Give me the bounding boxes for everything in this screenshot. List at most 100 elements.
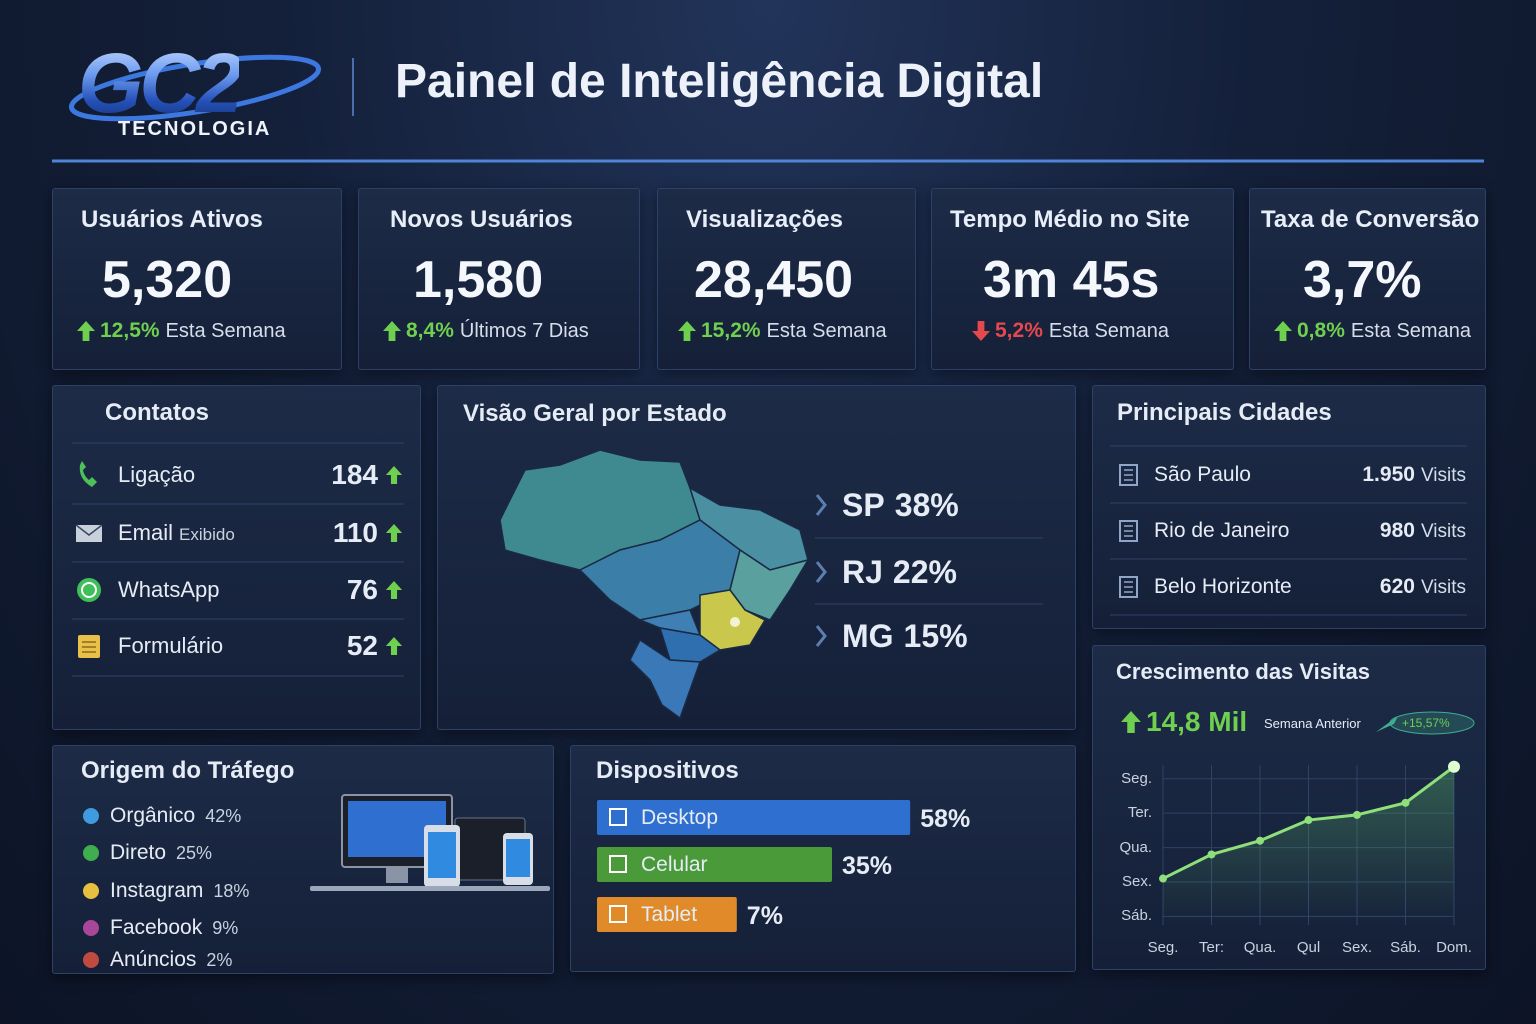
device-shape <box>506 839 530 877</box>
traffic-share: 18% <box>213 881 250 902</box>
y-tick-label: Sáb. <box>1121 907 1152 925</box>
growth-comparison: Semana Anterior <box>1264 716 1361 732</box>
line-area <box>1163 766 1454 925</box>
building-icon <box>1119 576 1138 598</box>
kpi-change: 12,5% Esta Semana <box>100 318 286 344</box>
whatsapp-inner <box>81 582 97 598</box>
device-shape <box>386 867 408 883</box>
kpi-change-value: 5,2% <box>995 319 1043 343</box>
city-visits: 620 Visits <box>1200 574 1466 600</box>
building-windows <box>1124 525 1133 537</box>
traffic-share: 42% <box>205 806 242 827</box>
bar-name: Tablet <box>641 903 698 927</box>
contact-value: 184 <box>331 459 378 491</box>
y-tick-label: Ter. <box>1127 804 1152 822</box>
y-tick-label: Qua. <box>1119 838 1152 856</box>
line-point <box>1304 816 1313 825</box>
kpi-card <box>52 188 342 370</box>
trend-arrow <box>1121 711 1141 733</box>
logo-swoosh <box>68 54 322 122</box>
state-share: 15% <box>903 617 968 654</box>
building-windows <box>1124 581 1133 593</box>
contact-label-row: Email Exibido <box>118 520 235 548</box>
trend-arrow <box>385 637 403 655</box>
badge-arrow <box>1376 716 1398 732</box>
kpi-card <box>358 188 640 370</box>
kpi-change-value: 8,4% <box>406 319 454 343</box>
contact-value: 76 <box>346 574 378 606</box>
bar <box>597 800 911 835</box>
traffic-row: Orgânico 42% <box>110 803 241 829</box>
line-point <box>1448 760 1460 773</box>
city-name: Rio de Janeiro <box>1154 519 1290 543</box>
state-share: 38% <box>894 486 959 523</box>
legend-dot <box>83 920 99 936</box>
state-code: SP <box>842 486 885 523</box>
traffic-row: Direto 25% <box>110 840 212 866</box>
trend-arrow <box>678 321 696 341</box>
kpi-label: Taxa de Conversão <box>1261 205 1480 233</box>
badge <box>1389 711 1475 735</box>
state-row: MG 15% <box>842 617 968 655</box>
city-visits: 1.950 Visits <box>1200 462 1466 488</box>
legend-dot <box>83 808 99 824</box>
contact-note: Exibido <box>179 524 235 544</box>
device-icon <box>609 855 627 873</box>
city-visit-unit: Visits <box>1420 521 1466 543</box>
phone-icon <box>79 461 97 487</box>
city-name: Belo Horizonte <box>1154 575 1292 599</box>
bar-value: 35% <box>842 852 893 880</box>
city-visit-count: 980 <box>1379 519 1415 543</box>
trend-arrow <box>385 524 403 542</box>
building-windows <box>1124 469 1133 481</box>
city-visits: 980 Visits <box>1200 518 1466 544</box>
legend-dot <box>83 883 99 899</box>
whatsapp-icon <box>77 578 101 602</box>
panel-title: Crescimento das Visitas <box>1116 658 1370 684</box>
trend-arrow <box>383 321 401 341</box>
traffic-row: Instagram 18% <box>110 878 249 904</box>
kpi-card <box>657 188 916 370</box>
kpi-change: 8,4% Últimos 7 Dias <box>406 318 589 344</box>
kpi-period: Esta Semana <box>766 320 887 343</box>
kpi-label: Tempo Médio no Site <box>950 205 1190 233</box>
kpi-label: Visualizações <box>686 205 843 233</box>
traffic-share: 9% <box>212 918 239 939</box>
device-icon <box>609 808 627 826</box>
brazil-map <box>499 449 810 720</box>
line-point <box>1207 850 1216 859</box>
bar <box>597 847 832 882</box>
devices-illustration <box>310 794 550 891</box>
device-shape <box>310 886 550 891</box>
state-share: 22% <box>892 553 957 590</box>
kpi-change: 0,8% Esta Semana <box>1297 318 1471 344</box>
trend-arrow <box>1274 321 1292 341</box>
contact-label: Ligação <box>118 461 196 487</box>
trend-arrow <box>385 466 403 484</box>
growth-badge: +15,57% <box>1402 715 1450 730</box>
contact-label: Formulário <box>118 632 224 658</box>
building-icon <box>1119 520 1138 542</box>
contact-label-row: Formulário <box>118 633 223 659</box>
kpi-value: 3m 45s <box>983 250 1160 309</box>
contact-label: WhatsApp <box>118 576 220 602</box>
city-visit-unit: Visits <box>1420 577 1466 599</box>
contact-label-row: WhatsApp <box>118 577 220 603</box>
city-visit-count: 620 <box>1379 575 1415 599</box>
bar-value: 7% <box>746 902 783 930</box>
building-icon <box>1119 464 1138 486</box>
growth-total: 14,8 Mil <box>1146 706 1248 738</box>
traffic-name: Orgânico <box>110 804 196 828</box>
kpi-change-value: 15,2% <box>701 319 761 343</box>
chevron <box>815 494 827 516</box>
contact-value: 110 <box>332 517 378 549</box>
bar <box>597 897 737 932</box>
kpi-value: 28,450 <box>694 250 854 309</box>
contact-label: Email <box>118 519 174 545</box>
traffic-name: Anúncios <box>110 948 197 972</box>
state-code: RJ <box>842 553 883 590</box>
city-visit-count: 1.950 <box>1362 463 1415 487</box>
state-code: MG <box>842 617 894 654</box>
bar-name: Celular <box>641 853 708 877</box>
trend-arrow <box>972 321 990 341</box>
